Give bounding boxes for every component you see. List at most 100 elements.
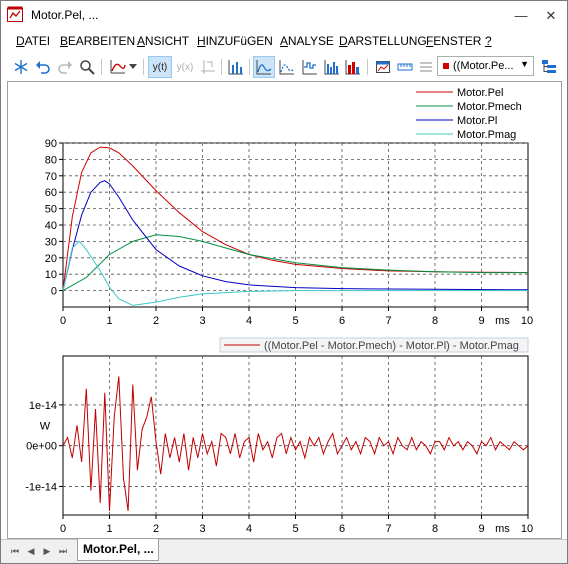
plots-svg: 0 1 2 3 4 5 6 7 8 9 10ms9080706050403020100Motor.P… (25, 87, 533, 535)
menu-fenster[interactable]: FENSTER (426, 34, 482, 48)
yt-icon[interactable]: y(t) (148, 56, 172, 78)
prev-page-icon[interactable]: ◀ (27, 545, 35, 556)
close-button[interactable]: ✕ (545, 7, 557, 23)
x-tick-label: 6 (339, 523, 345, 535)
picture-icon[interactable] (372, 56, 394, 78)
x-tick-label: 0 (60, 523, 66, 535)
bar-chart-icon[interactable] (225, 56, 247, 78)
x-tick-label: 7 (385, 523, 391, 535)
y-tick-label: 0 (51, 286, 57, 298)
step-chart-icon[interactable] (276, 56, 298, 78)
legend-label: ((Motor.Pel - Motor.Pmech) - Motor.Pl) -… (264, 340, 519, 352)
snowflake-icon[interactable] (10, 56, 32, 78)
series-line (62, 146, 529, 291)
y-tick-label: 70 (45, 171, 57, 183)
filled-chart-icon[interactable] (342, 56, 364, 78)
y-tick-label: 30 (45, 236, 57, 248)
signal-select-value: ((Motor.Pe... (453, 60, 514, 72)
toolbar-separator (101, 59, 102, 75)
curve-style-icon[interactable] (107, 56, 129, 78)
x-tick-label: 4 (246, 315, 252, 327)
x-tick-label: 2 (153, 523, 159, 535)
x-tick-label: 8 (432, 523, 438, 535)
legend-box (219, 337, 529, 353)
zoom-icon[interactable] (76, 56, 98, 78)
toolbar-separator (221, 59, 222, 75)
x-axis-label: ms (495, 315, 510, 327)
chevron-down-icon: ▼ (520, 59, 529, 69)
cursor-icon[interactable] (197, 56, 219, 78)
document-tab-bar: ⏮ ◀ ▶ ⏭ Motor.Pel, ... (1, 539, 567, 563)
x-tick-label: 8 (432, 315, 438, 327)
app-icon (7, 6, 23, 22)
legend-label: Motor.Pel (457, 87, 503, 99)
x-tick-label: 1 (106, 315, 112, 327)
toolbar-separator (143, 59, 144, 75)
menu-bar: DATEI BEARBEITEN ANSICHT HINZUFüGEN ANAL… (1, 31, 567, 51)
legend-label: Motor.Pmag (457, 129, 516, 141)
menu-ansicht[interactable]: ANSICHT (137, 34, 189, 48)
toolbar-separator (249, 59, 250, 75)
menu-help[interactable]: ? (485, 34, 492, 48)
y-tick-label: 1e-14 (29, 400, 57, 412)
y-tick-label: 50 (45, 204, 57, 216)
x-tick-label: 5 (292, 315, 298, 327)
menu-datei[interactable]: DATEI (16, 34, 50, 48)
document-tab[interactable]: Motor.Pel, ... (77, 539, 159, 561)
x-tick-label: 4 (246, 523, 252, 535)
x-tick-label: 0 (60, 315, 66, 327)
y-tick-label: 90 (45, 138, 57, 150)
x-tick-label: 1 (106, 523, 112, 535)
x-tick-label: 9 (478, 523, 484, 535)
minimize-button[interactable]: — (514, 8, 528, 23)
y-tick-label: 40 (45, 220, 57, 232)
x-tick-label: 2 (153, 315, 159, 327)
legend-label: Motor.Pmech (457, 101, 522, 113)
menu-bearbeiten[interactable]: BEARBEITEN (60, 34, 136, 48)
area-chart-icon[interactable] (321, 56, 343, 78)
legend-label: Motor.Pl (457, 115, 497, 127)
x-tick-label: 5 (292, 523, 298, 535)
y-tick-label: 20 (45, 253, 57, 265)
title-bar: Motor.Pel, ... — ✕ (1, 1, 567, 30)
window-title: Motor.Pel, ... (31, 8, 99, 22)
y-tick-label: 10 (45, 269, 57, 281)
signal-color-swatch (443, 63, 449, 69)
undo-icon[interactable] (32, 56, 54, 78)
chevron-down-icon[interactable] (127, 56, 139, 78)
plot-area: 0 1 2 3 4 5 6 7 8 9 10 ms 90 80 70 60 50 40 30 20 10 0 Motor.P… (7, 81, 562, 539)
x-tick-label: 9 (478, 315, 484, 327)
menu-hinzufuegen[interactable]: HINZUFüGEN (197, 34, 273, 48)
last-page-icon[interactable]: ⏭ (58, 545, 68, 556)
x-tick-label: 10 (521, 523, 533, 535)
series-line (62, 234, 528, 292)
series-line (62, 240, 528, 306)
toolbar: y(t) y(x) (1, 53, 567, 81)
series-line (62, 180, 529, 291)
histogram-icon[interactable] (299, 56, 321, 78)
menu-darstellung[interactable]: DARSTELLUNG (339, 34, 427, 48)
y-tick-label: -1e-14 (25, 481, 57, 493)
line-chart-icon[interactable] (253, 56, 275, 78)
redo-icon[interactable] (54, 56, 76, 78)
x-tick-label: 3 (199, 315, 205, 327)
x-axis-label: ms (495, 523, 510, 535)
yx-icon[interactable]: y(x) (176, 61, 194, 73)
x-tick-label: 3 (199, 523, 205, 535)
plot-frame (62, 142, 529, 308)
series-line (62, 376, 529, 511)
list-icon[interactable] (415, 56, 437, 78)
x-tick-label: 10 (521, 315, 533, 327)
y-tick-label: 60 (45, 187, 57, 199)
menu-analyse[interactable]: ANALYSE (280, 34, 334, 48)
y-tick-label: 0e+00 (26, 441, 57, 453)
signal-select[interactable]: ((Motor.Pe... ▼ (437, 56, 534, 76)
tree-icon[interactable] (538, 56, 560, 78)
x-tick-label: 6 (339, 315, 345, 327)
ruler-icon[interactable] (394, 56, 416, 78)
next-page-icon[interactable]: ▶ (43, 545, 51, 556)
y-axis-label: W (40, 420, 51, 432)
x-tick-label: 7 (385, 315, 391, 327)
first-page-icon[interactable]: ⏮ (10, 545, 20, 556)
